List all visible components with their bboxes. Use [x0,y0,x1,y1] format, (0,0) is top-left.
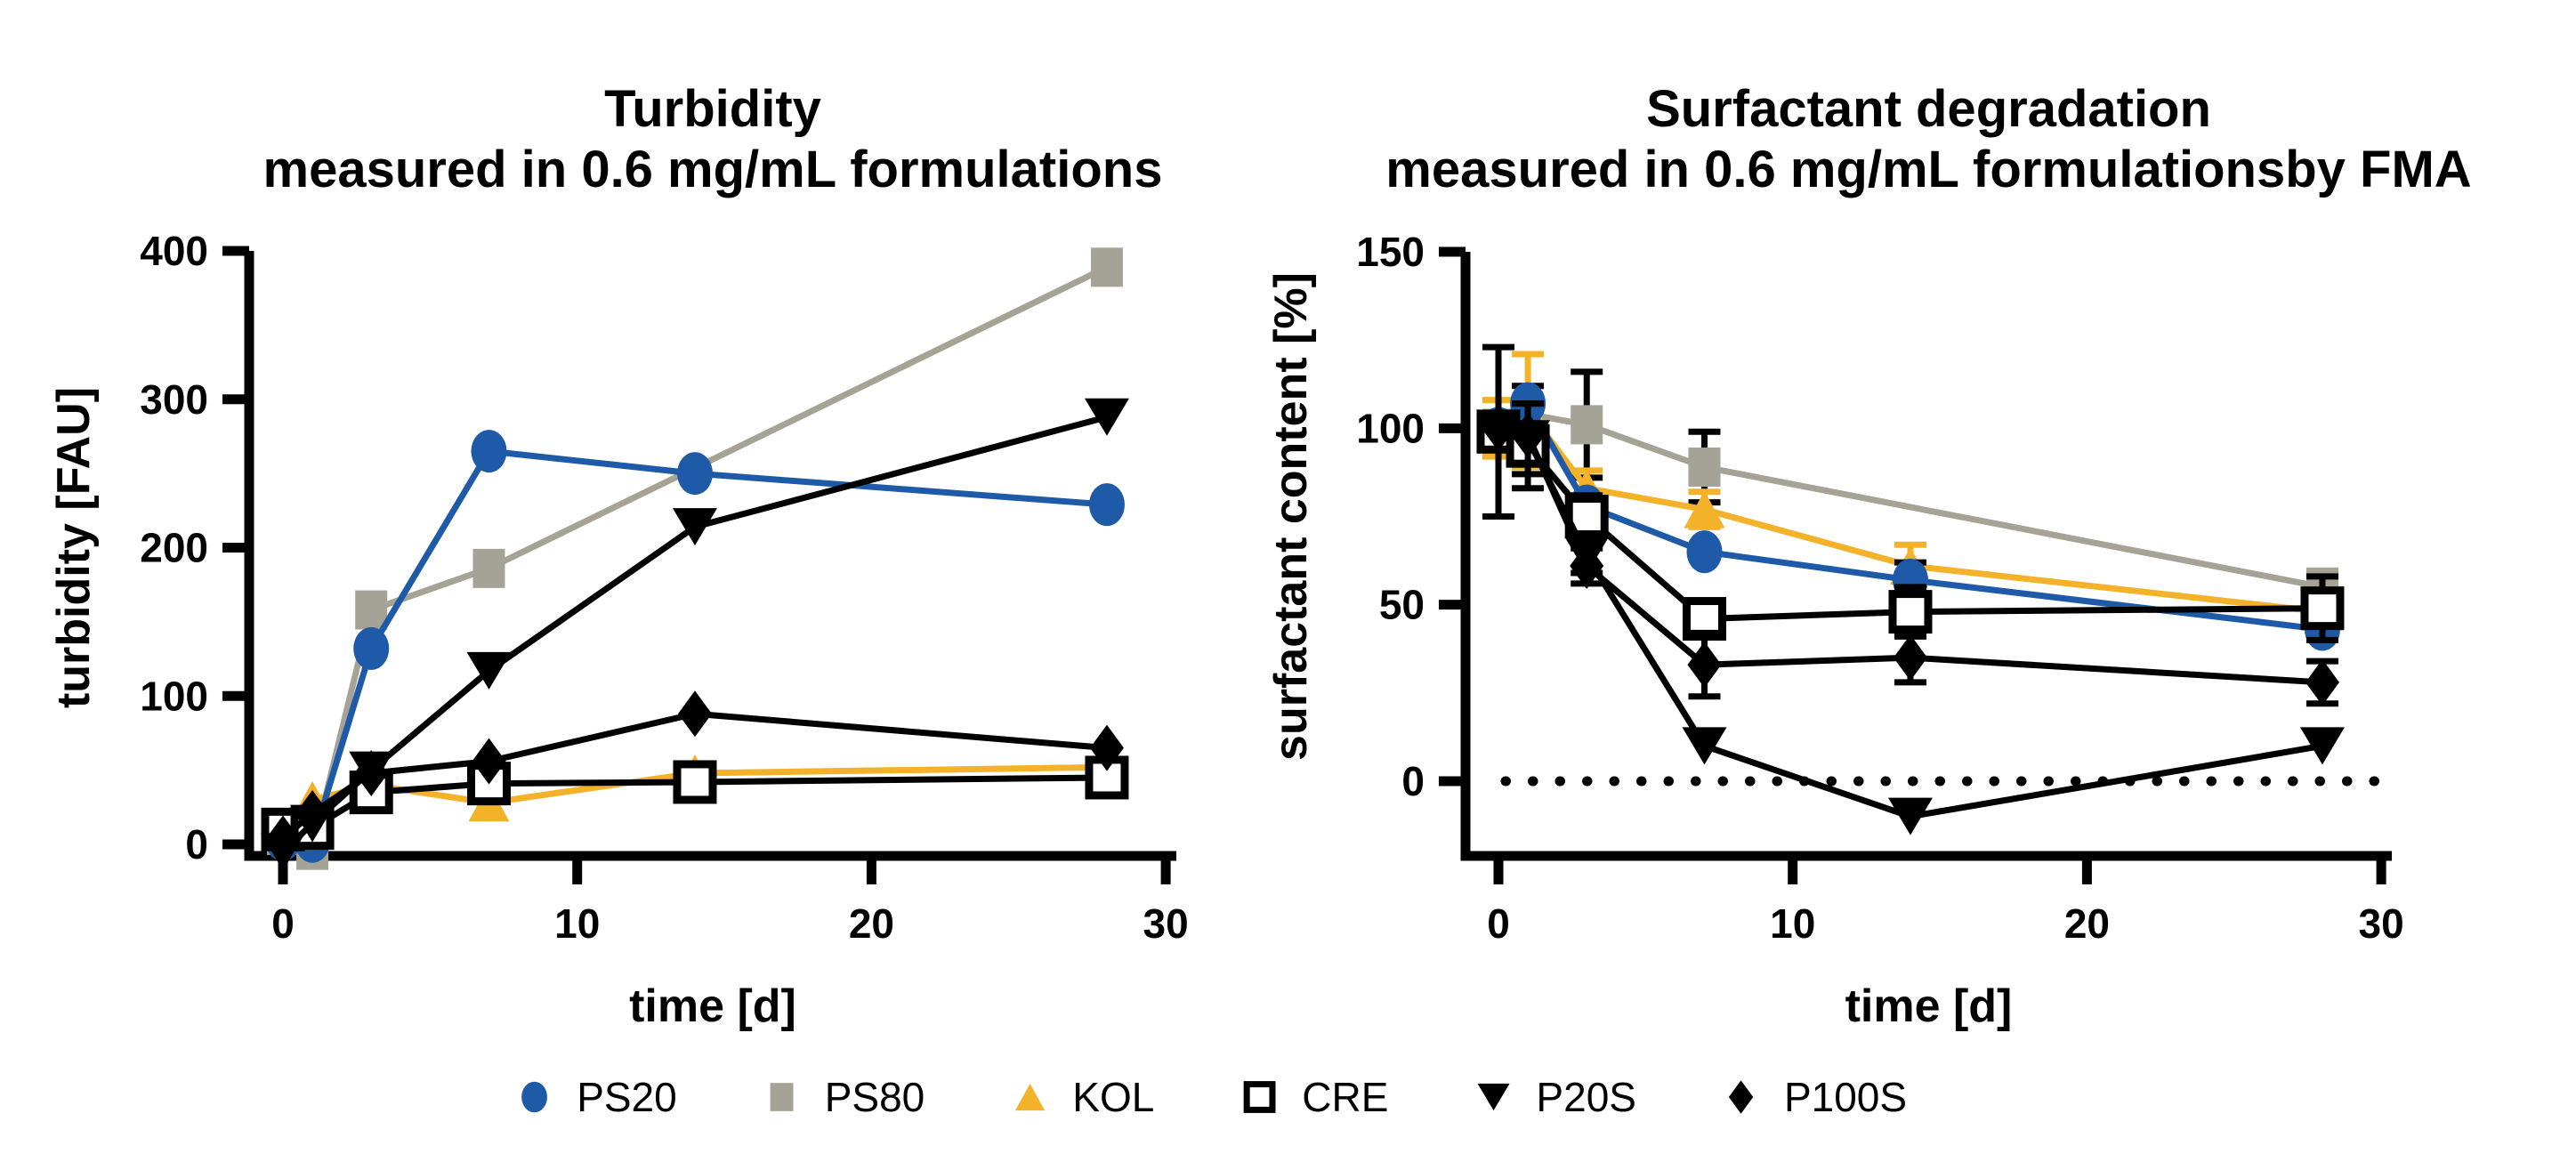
open-square-marker [1085,755,1129,800]
circle-legend-icon [521,1081,547,1113]
diamond-marker [266,815,300,862]
triangle-up-legend-icon [1014,1083,1045,1111]
chart-subtitle: measured in 0.6 mg/mL formulationsby FMA [1385,141,2471,198]
y-axis-label: turbidity [FAU] [48,387,100,708]
triangle-down-marker [466,651,512,690]
diamond-marker [295,789,330,836]
open-square-marker [2300,586,2345,631]
open-square-legend-icon [1243,1081,1276,1113]
diamond-legend-icon [1729,1080,1754,1114]
diamond-marker [1482,405,1515,452]
square-legend-icon [770,1083,794,1111]
x-tick-label: 0 [1487,900,1510,947]
circle-marker [471,430,507,473]
legend-item-KOL: KOL [1010,1073,1154,1121]
x-tick-label: 10 [1770,900,1815,947]
chart-title: Surfactant degradation [1646,80,2211,138]
y-tick-label: 300 [140,376,208,423]
x-tick-label: 0 [271,900,295,947]
diamond-marker [2305,658,2339,706]
x-axis-label: time [d] [1845,980,2013,1032]
diamond-marker [1893,634,1927,682]
y-tick-label: 100 [1356,405,1425,451]
x-tick-label: 20 [849,900,894,947]
chart-subtitle: measured in 0.6 mg/mL formulations [263,141,1163,198]
triangle-up-marker [1684,490,1725,529]
triangle-down-marker [2299,727,2345,765]
square-marker [1688,447,1721,487]
diamond-marker [472,738,506,785]
diamond-marker [677,690,712,738]
diamond-marker [1511,412,1546,459]
x-tick-label: 30 [1143,900,1189,947]
circle-marker [1686,530,1723,574]
y-tick-label: 150 [1356,229,1425,275]
triangle-down-marker [1887,797,1933,835]
legend-item-PS20: PS20 [514,1073,677,1121]
circle-marker [676,452,713,496]
legend-item-PS80: PS80 [763,1073,925,1121]
legend-label: CRE [1302,1074,1389,1120]
legend-label: P100S [1783,1074,1908,1120]
legend-label: PS80 [824,1074,925,1120]
axis-frame [1460,251,2392,861]
triangle-down-marker [1682,727,1727,765]
triangle-down-legend-icon [1477,1083,1510,1111]
x-tick-label: 20 [2064,900,2110,947]
x-tick-label: 10 [554,900,600,947]
y-tick-label: 200 [140,525,208,571]
square-marker [472,548,505,588]
y-axis-label: surfactant content [%] [1265,272,1317,761]
x-tick-label: 30 [2359,900,2404,947]
square-marker [355,590,388,630]
legend: PS20 PS80 KOL CRE P20S P100S [514,1073,1907,1121]
series-P100S [266,690,1124,862]
diamond-marker [1687,641,1722,689]
diamond-marker [354,749,389,796]
circle-marker [1088,483,1125,527]
legend-item-P100S: P100S [1722,1073,1907,1121]
open-square-marker [673,760,717,804]
triangle-down-marker [672,508,717,546]
x-axis-label: time [d] [629,980,796,1032]
diamond-marker [1089,724,1124,771]
legend-label: KOL [1072,1074,1155,1120]
square-marker [1571,405,1603,445]
diamond-marker [1570,543,1604,590]
open-square-marker [1888,590,1933,634]
y-tick-label: 400 [140,228,208,274]
circle-marker [353,626,390,670]
y-tick-label: 0 [1401,758,1425,804]
legend-item-CRE: CRE [1240,1073,1388,1121]
y-tick-label: 50 [1379,582,1425,628]
series-P100S [1482,405,2339,707]
chart-title: Turbidity [604,80,821,138]
legend-label: PS20 [577,1074,677,1120]
triangle-down-marker [1084,398,1129,436]
square-marker [1090,247,1123,287]
legend-label: P20S [1536,1074,1636,1120]
legend-item-P20S: P20S [1474,1073,1636,1121]
y-tick-label: 100 [140,673,208,719]
y-tick-label: 0 [185,821,208,867]
